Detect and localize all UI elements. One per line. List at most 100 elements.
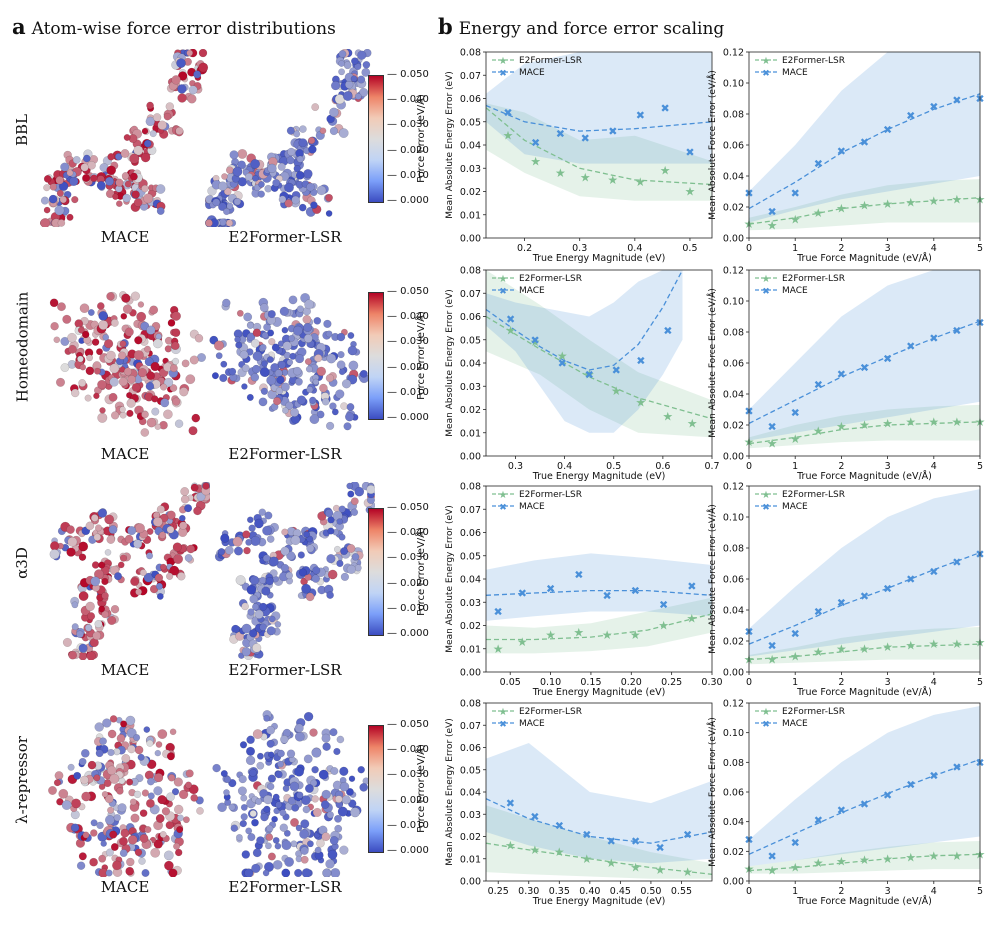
legend-label: MACE (519, 286, 545, 296)
data-point: ★ (554, 845, 565, 859)
colorbar-tick-label: — 0.040 (387, 527, 429, 539)
fit-line (486, 798, 712, 844)
data-point: ✖ (929, 770, 938, 783)
legend-label: E2Former-LSR (519, 707, 582, 717)
y-tick-label: 0.08 (460, 699, 481, 710)
data-point: ★ (530, 154, 541, 168)
data-point: ✖ (636, 355, 645, 368)
data-point: ★ (662, 410, 673, 424)
legend-marker: ★ (499, 490, 508, 501)
legend-marker: ✖ (762, 720, 770, 730)
data-point: ✖ (631, 585, 640, 598)
data-point: ★ (905, 850, 916, 864)
legend-label: E2Former-LSR (782, 56, 845, 66)
data-point: ✖ (906, 779, 915, 792)
x-tick-label: 0.50 (640, 886, 661, 897)
data-point: ✖ (929, 332, 938, 345)
confidence-band (486, 270, 683, 433)
data-point: ★ (813, 645, 824, 659)
data-point: ★ (859, 418, 870, 432)
mace-molecule-image (48, 715, 204, 877)
y-tick-label: 0.00 (723, 668, 744, 679)
confidence-band (486, 805, 712, 879)
y-tick-label: 0.08 (723, 758, 744, 769)
data-point: ★ (767, 219, 778, 233)
data-point: ✖ (574, 568, 583, 581)
x-tick-label: 0.4 (627, 243, 642, 254)
e2former-molecule-image (214, 482, 375, 660)
x-axis-label: True Force Magnitude (eV/Å) (796, 686, 932, 698)
data-point: ★ (813, 856, 824, 870)
legend-marker: ★ (762, 490, 771, 501)
legend-label: MACE (782, 502, 808, 512)
fit-line (486, 315, 712, 420)
panel-b-letter: b (438, 14, 453, 39)
data-point: ★ (928, 849, 939, 863)
y-tick-label: 0.02 (460, 621, 481, 632)
x-tick-label: 4 (931, 243, 937, 254)
fit-line (486, 104, 712, 132)
x-tick-label: 1 (792, 461, 798, 472)
data-point: ★ (790, 432, 801, 446)
legend-marker: ★ (499, 707, 508, 718)
legend-marker: ★ (762, 707, 771, 718)
data-point: ✖ (906, 110, 915, 123)
fit-line (749, 758, 980, 855)
x-axis-label: True Force Magnitude (eV/Å) (796, 895, 932, 907)
x-tick-label: 0.5 (606, 461, 621, 472)
data-point: ★ (630, 628, 641, 642)
colorbar-tick-label: — 0.050 (387, 502, 429, 513)
x-axis-label: True Energy Magnitude (eV) (532, 896, 666, 907)
x-tick-label: 4 (931, 461, 937, 472)
confidence-band (749, 52, 980, 223)
data-point: ★ (606, 856, 617, 870)
data-point: ★ (859, 853, 870, 867)
x-tick-label: 0.7 (704, 461, 719, 472)
confidence-band (749, 841, 980, 874)
molecule-row: Homeodomain MACE E2Former-LSR — 0.050— 0.04… (0, 262, 440, 477)
legend-label: E2Former-LSR (519, 274, 582, 284)
x-tick-label: 0.30 (518, 886, 539, 897)
data-point: ✖ (883, 352, 892, 365)
data-point: ★ (517, 635, 528, 649)
data-point: ★ (611, 384, 622, 398)
legend-marker: ★ (499, 56, 508, 67)
data-point: ✖ (906, 573, 915, 586)
colorbar-tick-label: — 0.000 (387, 845, 429, 856)
colorbar-tick-label: — 0.020 (387, 144, 429, 156)
y-tick-label: 0.06 (723, 359, 744, 370)
data-point: ✖ (791, 836, 800, 849)
legend-marker: ★ (762, 274, 771, 285)
data-point: ✖ (767, 421, 776, 434)
x-tick-label: 3 (885, 461, 891, 472)
data-point: ✖ (585, 369, 594, 382)
confidence-band (749, 270, 980, 441)
x-tick-label: 2 (838, 886, 844, 897)
data-point: ✖ (929, 565, 938, 578)
data-point: ✖ (546, 582, 555, 595)
y-axis-label: Mean Absolute Force Error (eV/Å) (706, 70, 718, 220)
y-tick-label: 0.04 (460, 141, 481, 152)
y-tick-label: 0.00 (460, 234, 481, 245)
data-point: ✖ (767, 640, 776, 653)
x-tick-label: 3 (885, 677, 891, 688)
y-tick-label: 0.12 (723, 266, 744, 277)
data-point: ★ (660, 164, 671, 178)
data-point: ★ (557, 349, 568, 363)
data-point: ✖ (791, 627, 800, 640)
y-tick-label: 0.08 (460, 482, 481, 493)
data-point: ★ (882, 640, 893, 654)
confidence-band (749, 489, 980, 657)
legend-label: E2Former-LSR (782, 274, 845, 284)
x-tick-label: 0.25 (661, 677, 682, 688)
data-point: ✖ (791, 407, 800, 420)
data-point: ★ (905, 639, 916, 653)
x-tick-label: 0.2 (517, 243, 532, 254)
data-point: ✖ (767, 850, 776, 863)
y-tick-label: 0.02 (723, 847, 744, 858)
data-point: ✖ (607, 835, 616, 848)
data-point: ★ (555, 166, 566, 180)
y-tick-label: 0.00 (460, 668, 481, 679)
fit-line (486, 107, 712, 186)
e2former-caption: E2Former-LSR (228, 445, 342, 463)
